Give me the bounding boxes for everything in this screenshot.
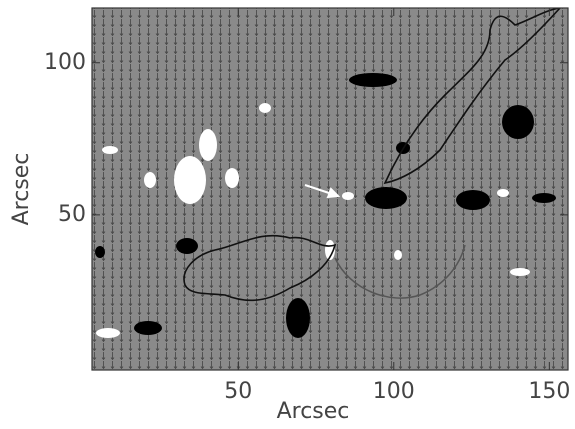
y-tick-label: 100 [44, 50, 86, 75]
y-tick-label: 50 [58, 202, 86, 227]
y-axis-label: Arcsec [9, 153, 34, 226]
x-tick-label: 50 [224, 379, 252, 404]
x-axis-label: Arcsec [277, 399, 350, 424]
chart: Arcsec Arcsec 50 100 150 50 100 [0, 0, 575, 425]
magnetogram [92, 8, 568, 370]
x-tick-label: 150 [528, 379, 570, 404]
x-tick-label: 100 [373, 379, 415, 404]
